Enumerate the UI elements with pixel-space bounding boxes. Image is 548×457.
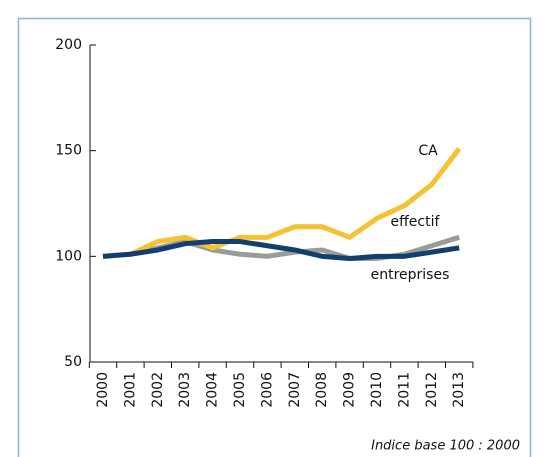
frame (17, 17, 532, 457)
series-line (102, 239, 460, 261)
series-line (102, 147, 462, 259)
x-tick-label: 2009 (342, 372, 358, 408)
x-tick-label: 2007 (287, 372, 303, 408)
x-tick-label: 2001 (122, 372, 138, 408)
annotation: Indice base 100 : 2000 (371, 439, 520, 454)
x-tick-label: 2003 (177, 372, 193, 408)
y-tick-label: 50 (64, 354, 82, 370)
x-tick-label: 2006 (259, 372, 275, 408)
y-tick-label: 200 (55, 37, 82, 53)
series-label: entreprises (371, 267, 450, 283)
y-tick-label: 100 (55, 248, 82, 264)
x-tick-label: 2008 (314, 372, 330, 408)
series-label: effectif (391, 214, 441, 230)
x-tick-label: 2004 (205, 372, 221, 408)
x-tick-label: 2013 (451, 372, 467, 408)
x-tick-label: 2005 (232, 372, 248, 408)
series-label: CA (418, 143, 438, 159)
x-tick-label: 2002 (150, 372, 166, 408)
x-tick-label: 2012 (424, 372, 440, 408)
y-tick-label: 150 (55, 143, 82, 159)
x-tick-label: 2000 (95, 372, 111, 408)
x-tick-label: 2011 (396, 372, 412, 408)
x-tick-label: 2010 (369, 372, 385, 408)
